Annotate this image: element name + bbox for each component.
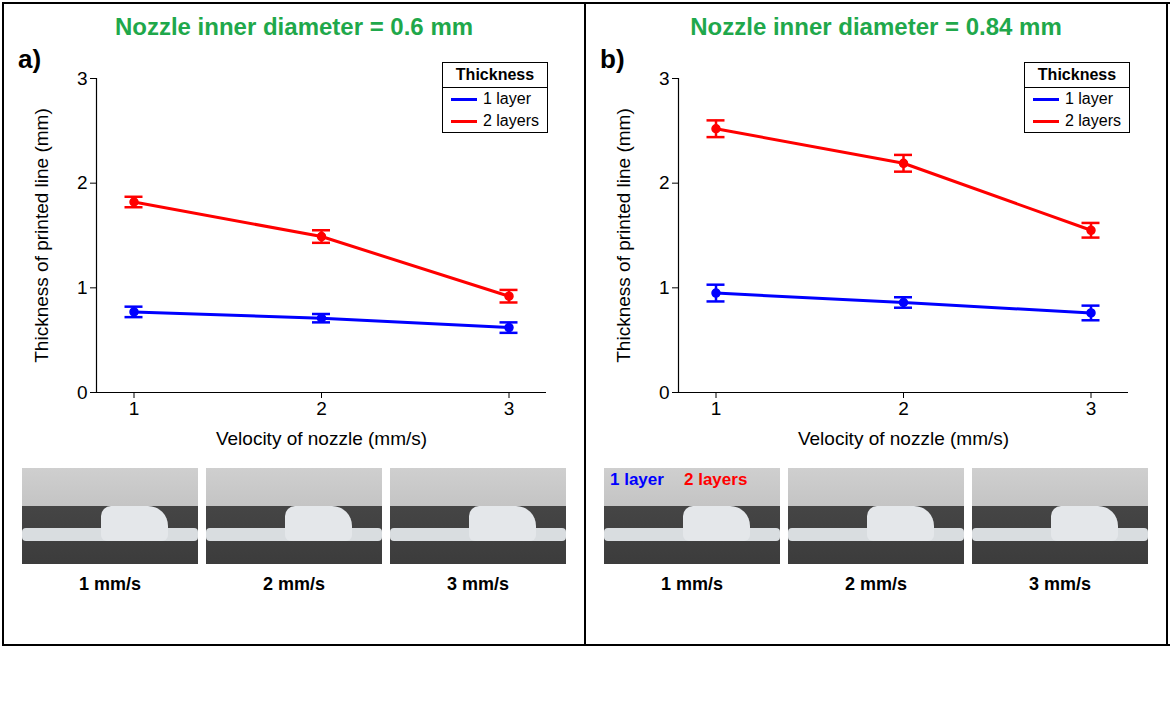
html-text:1 mm/s: 1 mm/s: [79, 574, 141, 594]
html-text:2 layers: 2 layers: [684, 470, 748, 489]
svg-text:Thickness of printed line (mm): Thickness of printed line (mm): [31, 108, 52, 362]
svg-text:1: 1: [129, 398, 140, 419]
html-text:a): a): [18, 44, 42, 74]
svg-text:Velocity of nozzle (mm/s): Velocity of nozzle (mm/s): [216, 428, 427, 449]
html-text:3 mm/s: 3 mm/s: [1029, 574, 1091, 594]
svg-text:3: 3: [659, 68, 670, 89]
html-text:3 mm/s: 3 mm/s: [447, 574, 509, 594]
html-text:Nozzle inner diameter = 0.84 m: Nozzle inner diameter = 0.84 mm: [690, 13, 1062, 40]
html-text:1 mm/s: 1 mm/s: [661, 574, 723, 594]
html-text:2 layers: 2 layers: [483, 112, 539, 129]
html-text:2 mm/s: 2 mm/s: [845, 574, 907, 594]
svg-text:Thickness of printed line (mm): Thickness of printed line (mm): [613, 108, 634, 362]
html-text:2 mm/s: 2 mm/s: [263, 574, 325, 594]
svg-text:2: 2: [77, 172, 88, 193]
svg-text:1: 1: [77, 277, 88, 298]
html-text:1 layer: 1 layer: [1065, 90, 1113, 107]
html-text:Nozzle inner diameter = 0.6 mm: Nozzle inner diameter = 0.6 mm: [114, 13, 474, 40]
html-text:Thickness: Thickness: [455, 66, 535, 83]
svg-text:0: 0: [659, 382, 670, 403]
svg-text:3: 3: [1086, 398, 1097, 419]
svg-text:2: 2: [316, 398, 327, 419]
svg-text:3: 3: [77, 68, 88, 89]
svg-text:3: 3: [504, 398, 515, 419]
html-text:Thickness: Thickness: [1037, 66, 1117, 83]
svg-text:2: 2: [898, 398, 909, 419]
svg-text:1: 1: [711, 398, 722, 419]
html-text:1 layer: 1 layer: [610, 470, 664, 489]
html-text:1 layer: 1 layer: [483, 90, 531, 107]
svg-text:1: 1: [659, 277, 670, 298]
html-text:2 layers: 2 layers: [1065, 112, 1121, 129]
svg-text:0: 0: [77, 382, 88, 403]
svg-text:Velocity of nozzle (mm/s): Velocity of nozzle (mm/s): [798, 428, 1009, 449]
html-text:b): b): [600, 44, 625, 74]
svg-text:2: 2: [659, 172, 670, 193]
